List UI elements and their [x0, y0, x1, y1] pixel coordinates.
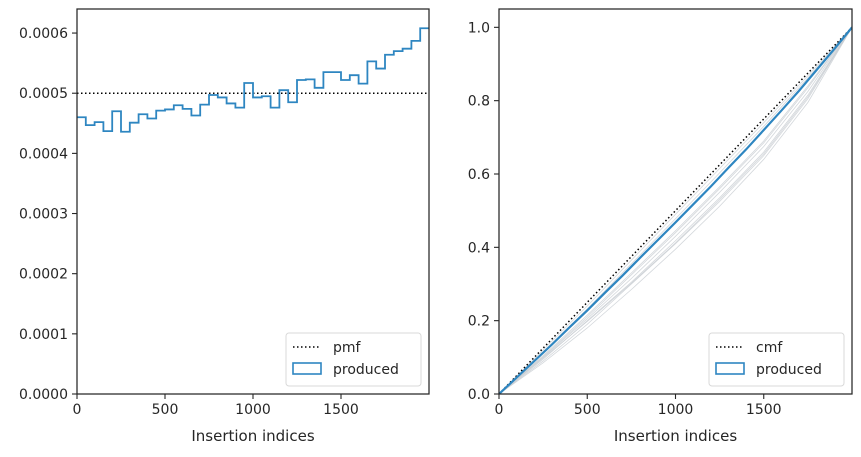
legend-box [285, 332, 422, 387]
background-run-line [499, 27, 852, 394]
y-tick-label: 0.0003 [19, 207, 68, 223]
background-run-line [499, 27, 852, 394]
x-axis-label: Insertion indices [614, 427, 737, 445]
y-tick-label: 0.0005 [19, 86, 68, 102]
produced-cumulative-line [499, 26, 852, 394]
background-run-line [499, 27, 852, 394]
y-tick-label: 0.0002 [19, 267, 68, 283]
legend: cmf produced [708, 332, 845, 387]
background-run-line [499, 27, 852, 394]
background-run-line [499, 27, 852, 394]
legend-box [708, 332, 845, 387]
x-tick-label: 0 [73, 402, 82, 418]
x-tick-label: 500 [574, 402, 601, 418]
background-run-line [499, 27, 852, 394]
y-tick-label: 0.6 [468, 167, 490, 183]
plot-area [499, 26, 852, 394]
legend-produced-label: produced [756, 362, 822, 378]
legend-reference-label: pmf [333, 340, 362, 356]
legend-produced-swatch [715, 362, 745, 375]
y-tick-label: 0.0 [468, 387, 490, 403]
legend-produced-label: produced [333, 362, 399, 378]
background-run-line [499, 27, 852, 394]
y-tick-label: 0.4 [468, 240, 490, 256]
x-tick-label: 500 [152, 402, 179, 418]
panel-2: cmf produced [494, 8, 853, 399]
y-tick-label: 0.0006 [19, 26, 68, 42]
panel-1: pmf produced [72, 8, 430, 399]
x-tick-label: 1000 [658, 402, 694, 418]
plot-area [77, 27, 429, 133]
legend: pmf produced [285, 332, 422, 387]
y-tick-label: 1.0 [468, 20, 490, 36]
legend-produced-swatch [292, 362, 322, 375]
y-tick-label: 0.0004 [19, 146, 68, 162]
legend-reference-label: cmf [756, 340, 783, 356]
x-tick-label: 1000 [235, 402, 271, 418]
y-tick-label: 0.0001 [19, 327, 68, 343]
y-tick-label: 0.8 [468, 94, 490, 110]
x-tick-label: 1500 [323, 402, 359, 418]
y-tick-label: 0.0000 [19, 387, 68, 403]
x-tick-label: 1500 [746, 402, 782, 418]
x-axis-label: Insertion indices [191, 427, 314, 445]
cmf-reference-line [499, 26, 852, 394]
x-tick-label: 0 [495, 402, 504, 418]
y-tick-label: 0.2 [468, 314, 490, 330]
produced-histogram-step [77, 27, 429, 133]
